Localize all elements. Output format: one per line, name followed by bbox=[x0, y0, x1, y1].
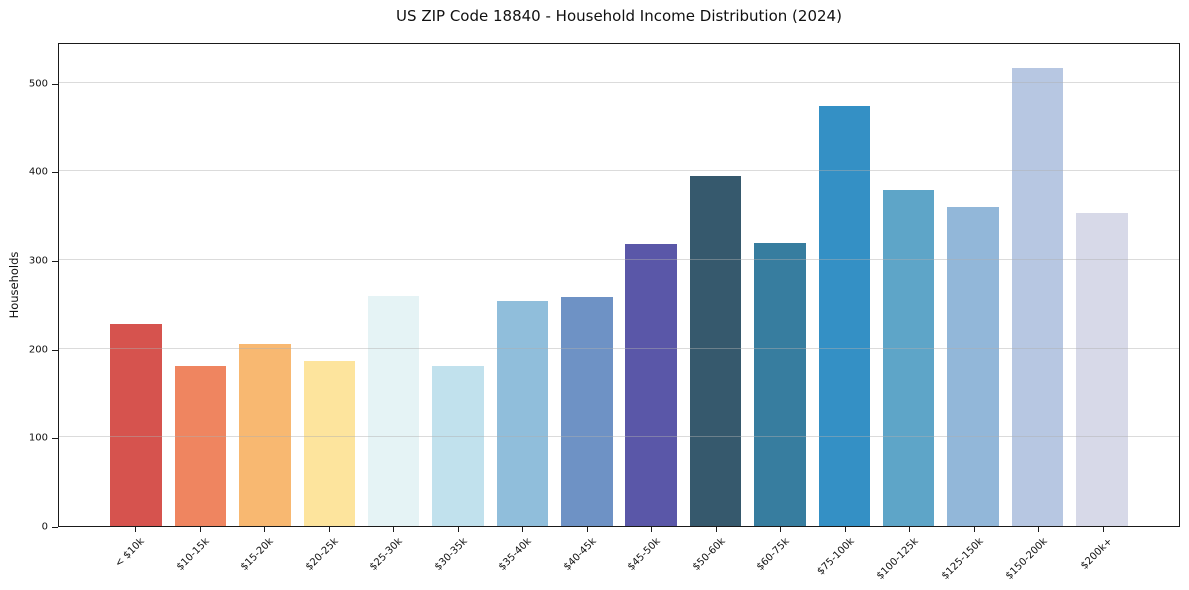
bar-slot bbox=[555, 44, 619, 526]
bar-slot bbox=[168, 44, 232, 526]
bar-$100-125k bbox=[882, 190, 935, 526]
y-tick-mark bbox=[52, 83, 58, 85]
bar-$45-50k bbox=[625, 244, 677, 526]
x-tick-mark bbox=[264, 527, 266, 532]
x-tick-mark bbox=[522, 527, 524, 532]
gridline-400 bbox=[59, 170, 1179, 172]
y-tick-mark bbox=[52, 172, 58, 174]
gridline-500 bbox=[59, 81, 1179, 83]
x-tick-mark bbox=[199, 527, 201, 532]
x-tick-mark bbox=[909, 527, 911, 532]
x-tick-mark bbox=[393, 527, 395, 532]
x-tick-mark bbox=[135, 527, 137, 532]
bar-$40-45k bbox=[561, 297, 613, 526]
plot-area bbox=[58, 43, 1180, 527]
bar-$25-30k bbox=[367, 296, 420, 526]
bar-$10-15k bbox=[174, 365, 227, 526]
bar-$50-60k bbox=[689, 175, 742, 526]
x-tick-mark bbox=[715, 527, 717, 532]
bar-$60-75k bbox=[754, 243, 806, 526]
bar-slot bbox=[812, 44, 876, 526]
y-tick-mark bbox=[52, 527, 58, 528]
y-tick-label-400: 400 bbox=[28, 166, 48, 178]
x-tick-label-$15-20k: $15-20k bbox=[239, 536, 277, 573]
x-tick-mark bbox=[780, 527, 782, 532]
y-tick-mark bbox=[52, 438, 58, 440]
bar-$150-200k bbox=[1011, 67, 1064, 526]
bar-$200k+ bbox=[1076, 213, 1128, 526]
y-tick-label-300: 300 bbox=[28, 255, 48, 267]
bar-slot bbox=[362, 44, 426, 526]
bar-slot bbox=[297, 44, 361, 526]
x-tick-label-$45-50k: $45-50k bbox=[626, 536, 664, 573]
x-tick-mark bbox=[651, 527, 653, 532]
x-tick-label-$100-125k: $100-125k bbox=[875, 536, 922, 582]
bars-container bbox=[104, 44, 1134, 526]
bar-slot bbox=[1070, 44, 1134, 526]
x-tick-label-$50-60k: $50-60k bbox=[690, 536, 728, 573]
x-tick-label-$20-25k: $20-25k bbox=[303, 536, 341, 573]
x-tick-label-$10-15k: $10-15k bbox=[174, 536, 212, 573]
x-tick-label-$40-45k: $40-45k bbox=[561, 536, 599, 573]
x-tick-label-< $10k: < $10k bbox=[113, 536, 148, 570]
x-tick-label-$75-100k: $75-100k bbox=[815, 536, 857, 578]
x-tick-label-$60-75k: $60-75k bbox=[755, 536, 793, 573]
x-tick-mark bbox=[586, 527, 588, 532]
bar-$75-100k bbox=[818, 105, 871, 526]
y-tick-label-100: 100 bbox=[28, 432, 48, 444]
x-tick-label-$150-200k: $150-200k bbox=[1004, 536, 1051, 582]
bar-$125-150k bbox=[947, 206, 999, 526]
y-tick-mark bbox=[52, 349, 58, 351]
bar-slot bbox=[490, 44, 554, 526]
y-tick-label-500: 500 bbox=[28, 78, 48, 90]
x-tick-mark bbox=[457, 527, 459, 532]
bar-slot bbox=[683, 44, 747, 526]
gridline-300 bbox=[59, 259, 1179, 261]
gridline-200 bbox=[59, 347, 1179, 349]
x-tick-mark bbox=[1038, 527, 1040, 532]
chart-title: US ZIP Code 18840 - Household Income Dis… bbox=[396, 7, 842, 25]
x-tick-label-$35-40k: $35-40k bbox=[497, 536, 535, 573]
bar-slot bbox=[104, 44, 168, 526]
bar-$35-40k bbox=[496, 300, 549, 526]
bar-$30-35k bbox=[432, 365, 484, 526]
bar-$15-20k bbox=[239, 344, 291, 526]
x-tick-label-$200k+: $200k+ bbox=[1078, 536, 1115, 572]
x-tick-label-$25-30k: $25-30k bbox=[368, 536, 406, 573]
x-tick-label-$30-35k: $30-35k bbox=[432, 536, 470, 573]
x-tick-mark bbox=[1102, 527, 1104, 532]
bar-$20-25k bbox=[303, 361, 356, 526]
y-tick-label-200: 200 bbox=[28, 344, 48, 356]
gridline-100 bbox=[59, 436, 1179, 438]
bar-slot bbox=[877, 44, 941, 526]
y-tick-mark bbox=[52, 261, 58, 263]
x-tick-label-$125-150k: $125-150k bbox=[939, 536, 986, 582]
bar-slot bbox=[233, 44, 297, 526]
x-tick-mark bbox=[328, 527, 330, 532]
bar-slot bbox=[748, 44, 812, 526]
x-tick-mark bbox=[973, 527, 975, 532]
bar-slot bbox=[941, 44, 1005, 526]
bar-< $10k bbox=[110, 323, 162, 526]
x-tick-mark bbox=[844, 527, 846, 532]
bar-slot bbox=[1005, 44, 1069, 526]
bar-slot bbox=[426, 44, 490, 526]
y-tick-label-0: 0 bbox=[41, 521, 48, 533]
bar-slot bbox=[619, 44, 683, 526]
